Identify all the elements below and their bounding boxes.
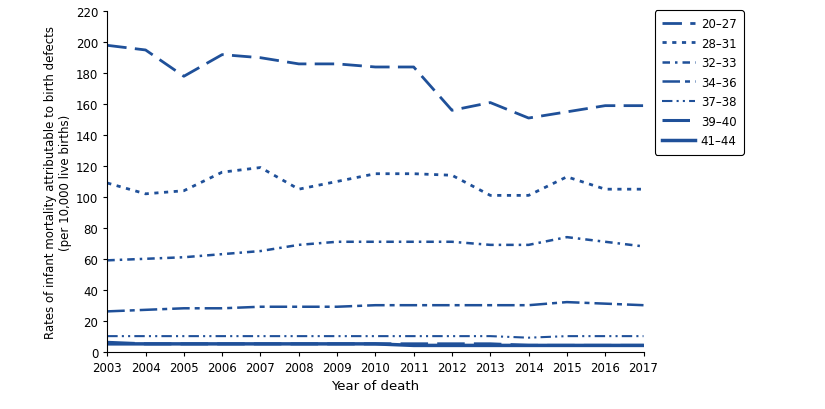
Legend: 20–27, 28–31, 32–33, 34–36, 37–38, 39–40, 41–44: 20–27, 28–31, 32–33, 34–36, 37–38, 39–40…: [655, 11, 744, 155]
X-axis label: Year of death: Year of death: [332, 379, 419, 392]
Y-axis label: Rates of infant mortality attributable to birth defects
(per 10,000 live births): Rates of infant mortality attributable t…: [44, 26, 72, 338]
